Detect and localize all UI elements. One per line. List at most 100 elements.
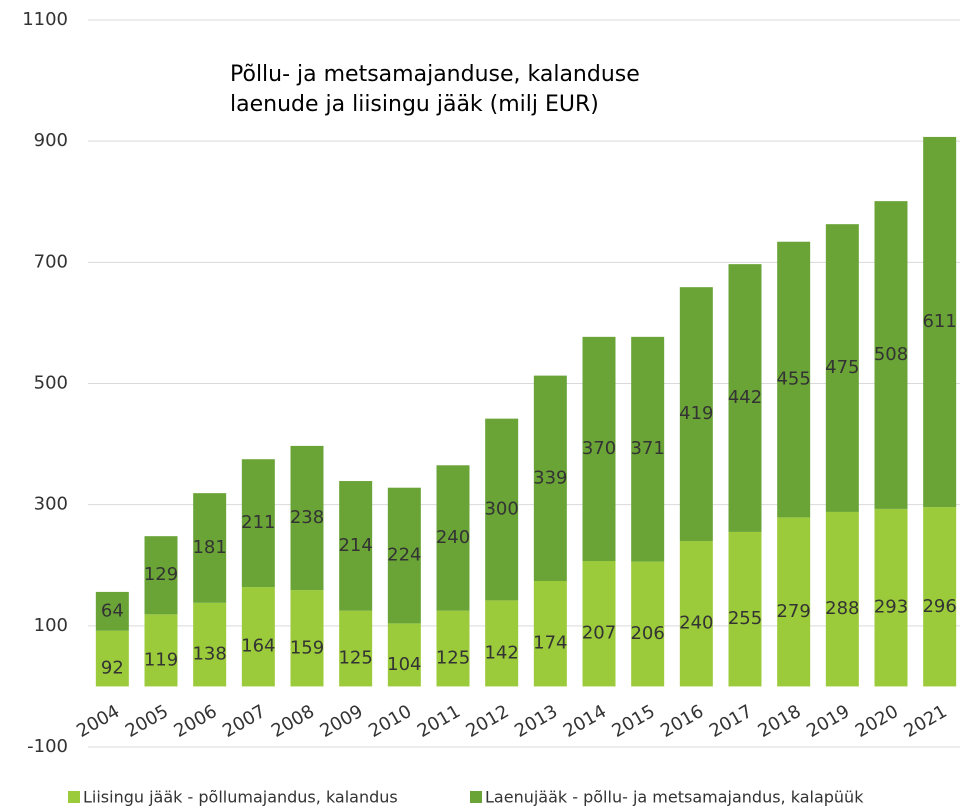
bar-segment bbox=[241, 459, 275, 588]
data-label: 240 bbox=[679, 613, 713, 634]
y-tick-label: 100 bbox=[34, 615, 68, 636]
data-label: 455 bbox=[776, 369, 810, 390]
bar-segment bbox=[485, 600, 519, 687]
bar-segment bbox=[777, 241, 811, 518]
bar-segment bbox=[728, 531, 762, 687]
bar-segment bbox=[582, 561, 616, 687]
data-label: 92 bbox=[101, 658, 124, 679]
y-tick-label: 700 bbox=[34, 251, 68, 272]
legend-swatch bbox=[470, 791, 482, 803]
bar-segment bbox=[679, 541, 713, 687]
x-tick-label: 2020 bbox=[852, 701, 902, 742]
data-label: 159 bbox=[290, 637, 324, 658]
chart-title: Põllu- ja metsamajanduse, kalanduse bbox=[230, 62, 640, 87]
bar-segment bbox=[728, 264, 762, 532]
data-label: 279 bbox=[776, 601, 810, 622]
x-tick-label: 2013 bbox=[511, 701, 561, 742]
data-label: 611 bbox=[922, 311, 956, 332]
data-label: 125 bbox=[436, 648, 470, 669]
x-tick-label: 2018 bbox=[754, 701, 804, 742]
data-label: 224 bbox=[387, 545, 421, 566]
y-tick-label: 900 bbox=[34, 130, 68, 151]
bar-segment bbox=[631, 336, 665, 562]
data-label: 64 bbox=[101, 600, 124, 621]
data-label: 164 bbox=[241, 636, 275, 657]
data-label: 300 bbox=[484, 499, 518, 520]
bar-segment bbox=[436, 610, 470, 687]
data-label: 255 bbox=[728, 608, 762, 629]
data-label: 475 bbox=[825, 357, 859, 378]
y-tick-label: 500 bbox=[34, 373, 68, 394]
bar-segment bbox=[533, 581, 567, 687]
x-tick-label: 2012 bbox=[462, 701, 512, 742]
data-label: 207 bbox=[582, 623, 616, 644]
legend-label: Liisingu jääk - põllumajandus, kalandus bbox=[83, 788, 398, 807]
bar-segment bbox=[144, 614, 178, 687]
x-tick-label: 2017 bbox=[706, 701, 756, 742]
bar-segment bbox=[95, 630, 129, 687]
y-tick-label: 300 bbox=[34, 494, 68, 515]
data-label: 419 bbox=[679, 403, 713, 424]
bar-segment bbox=[339, 610, 373, 687]
bar-segment bbox=[436, 465, 470, 611]
bar-segment bbox=[387, 623, 421, 687]
y-tick-label: -100 bbox=[27, 736, 68, 757]
data-label: 296 bbox=[922, 596, 956, 617]
chart-title: laenude ja liisingu jääk (milj EUR) bbox=[230, 92, 599, 117]
x-tick-label: 2008 bbox=[268, 701, 318, 742]
x-tick-label: 2006 bbox=[170, 701, 220, 742]
data-label: 508 bbox=[874, 344, 908, 365]
bar-segment bbox=[193, 602, 227, 687]
data-label: 129 bbox=[144, 564, 178, 585]
bar-segment bbox=[241, 587, 275, 687]
x-tick-label: 2014 bbox=[560, 701, 610, 742]
data-label: 125 bbox=[338, 648, 372, 669]
x-tick-label: 2007 bbox=[219, 701, 269, 742]
x-tick-label: 2010 bbox=[365, 701, 415, 742]
x-tick-label: 2021 bbox=[900, 701, 950, 742]
data-label: 138 bbox=[192, 644, 226, 665]
bar-segment bbox=[582, 336, 616, 562]
data-label: 339 bbox=[533, 467, 567, 488]
y-tick-label: 1100 bbox=[22, 9, 68, 30]
bar-segment bbox=[874, 508, 908, 687]
bar-segment bbox=[290, 590, 324, 687]
bar-segment bbox=[923, 507, 957, 687]
data-label: 238 bbox=[290, 507, 324, 528]
bar-segment bbox=[777, 517, 811, 687]
bar-segment bbox=[485, 418, 519, 601]
x-tick-label: 2015 bbox=[608, 701, 658, 742]
bar-segment bbox=[825, 511, 859, 687]
bar-segment bbox=[631, 561, 665, 687]
data-label: 293 bbox=[874, 597, 908, 618]
data-label: 371 bbox=[630, 438, 664, 459]
x-tick-label: 2009 bbox=[316, 701, 366, 742]
data-label: 119 bbox=[144, 649, 178, 670]
bar-segment bbox=[290, 445, 324, 591]
data-label: 214 bbox=[338, 535, 372, 556]
x-tick-label: 2005 bbox=[122, 701, 172, 742]
bar-segment bbox=[923, 136, 957, 508]
x-tick-label: 2011 bbox=[414, 701, 464, 742]
data-label: 104 bbox=[387, 654, 421, 675]
bar-segment bbox=[339, 481, 373, 611]
legend-label: Laenujääk - põllu- ja metsamajandus, kal… bbox=[485, 788, 864, 807]
bar-segment bbox=[825, 224, 859, 512]
legend-swatch bbox=[68, 791, 80, 803]
bar-segment bbox=[193, 493, 227, 603]
bar-segment bbox=[387, 487, 421, 624]
x-tick-label: 2019 bbox=[803, 701, 853, 742]
bar-segment bbox=[679, 287, 713, 542]
data-label: 288 bbox=[825, 598, 859, 619]
data-label: 181 bbox=[192, 537, 226, 558]
data-label: 442 bbox=[728, 387, 762, 408]
data-label: 240 bbox=[436, 527, 470, 548]
x-tick-label: 2016 bbox=[657, 701, 707, 742]
data-label: 142 bbox=[484, 642, 518, 663]
x-tick-label: 2004 bbox=[73, 701, 123, 742]
bar-segment bbox=[874, 201, 908, 509]
data-label: 206 bbox=[630, 623, 664, 644]
bar-segment bbox=[95, 591, 129, 631]
data-label: 211 bbox=[241, 512, 275, 533]
